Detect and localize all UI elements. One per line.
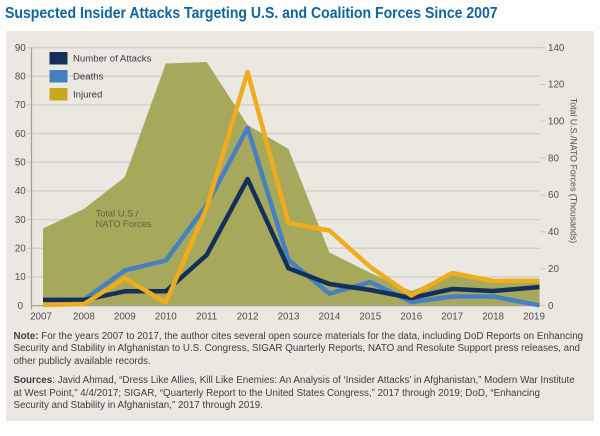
svg-text:40: 40: [548, 227, 559, 238]
svg-text:20: 20: [15, 244, 26, 255]
svg-text:30: 30: [15, 215, 26, 226]
svg-text:Injured: Injured: [73, 90, 102, 101]
svg-text:120: 120: [548, 80, 565, 91]
svg-text:70: 70: [15, 100, 26, 111]
svg-text:20: 20: [548, 264, 559, 275]
svg-text:Number of Attacks: Number of Attacks: [73, 54, 152, 65]
svg-text:50: 50: [15, 158, 26, 169]
svg-text:0: 0: [548, 301, 554, 312]
svg-text:Total U.S./NATO Forces (Thousa: Total U.S./NATO Forces (Thousands): [569, 98, 579, 243]
svg-text:2007: 2007: [30, 312, 52, 323]
svg-text:NATO Forces: NATO Forces: [96, 219, 152, 229]
svg-text:60: 60: [15, 129, 26, 140]
svg-text:2010: 2010: [155, 312, 177, 323]
svg-text:140: 140: [548, 43, 565, 54]
svg-text:Deaths: Deaths: [73, 72, 104, 83]
svg-text:2008: 2008: [73, 312, 95, 323]
svg-text:90: 90: [15, 43, 26, 54]
svg-text:2012: 2012: [237, 312, 259, 323]
svg-text:10: 10: [15, 272, 26, 283]
svg-text:2017: 2017: [441, 312, 463, 323]
svg-text:2009: 2009: [114, 312, 136, 323]
svg-text:2013: 2013: [278, 312, 300, 323]
svg-text:2018: 2018: [482, 312, 504, 323]
svg-text:Total U.S./: Total U.S./: [96, 209, 139, 219]
svg-text:40: 40: [15, 186, 26, 197]
svg-text:80: 80: [15, 71, 26, 82]
svg-text:0: 0: [18, 301, 24, 312]
svg-text:2014: 2014: [319, 312, 341, 323]
svg-text:80: 80: [548, 153, 559, 164]
svg-text:2016: 2016: [400, 312, 422, 323]
svg-text:2019: 2019: [523, 312, 545, 323]
svg-text:2011: 2011: [196, 312, 217, 323]
svg-text:100: 100: [548, 117, 565, 128]
svg-text:2015: 2015: [359, 312, 381, 323]
svg-text:60: 60: [548, 190, 559, 201]
